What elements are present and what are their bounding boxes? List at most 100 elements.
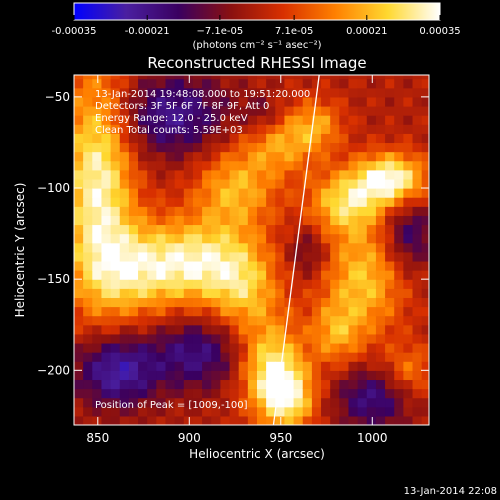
heatmap-cell (339, 142, 350, 153)
heatmap-cell (74, 397, 84, 408)
heatmap-cell (302, 169, 313, 180)
heatmap-cell (403, 215, 414, 226)
heatmap-cell (83, 75, 93, 80)
heatmap-cell (357, 197, 368, 207)
heatmap-cell (74, 133, 84, 144)
heatmap-cell (138, 160, 148, 171)
heatmap-cell (421, 142, 429, 153)
heatmap-cell (147, 297, 157, 308)
heatmap-cell (275, 115, 286, 125)
heatmap-cell (165, 160, 176, 171)
heatmap-cell (275, 151, 286, 162)
heatmap-cell (247, 352, 258, 362)
heatmap-cell (174, 251, 185, 262)
heatmap-cell (138, 124, 148, 134)
heatmap-cell (357, 260, 368, 271)
heatmap-cell (183, 233, 194, 244)
heatmap-cell (275, 224, 286, 235)
heatmap-cell (119, 124, 130, 134)
heatmap-cell (366, 370, 377, 381)
heatmap-cell (375, 169, 386, 180)
heatmap-cell (284, 306, 295, 317)
heatmap-cell (174, 388, 185, 399)
heatmap-cell (293, 87, 304, 98)
heatmap-cell (293, 260, 304, 271)
heatmap-cell (220, 242, 231, 253)
heatmap-cell (357, 342, 368, 353)
heatmap-cell (220, 87, 231, 98)
heatmap-cell (256, 105, 267, 116)
heatmap-cell (375, 151, 386, 162)
heatmap-cell (110, 333, 121, 344)
heatmap-cell (284, 96, 295, 107)
heatmap-cell (302, 96, 313, 107)
heatmap-cell (275, 415, 286, 425)
heatmap-cell (293, 75, 304, 80)
heatmap-cell (302, 142, 313, 153)
heatmap-cell (128, 270, 139, 280)
heatmap-cell (119, 206, 130, 216)
heatmap-cell (275, 160, 286, 171)
heatmap-cell (202, 288, 212, 298)
heatmap-cell (220, 133, 231, 144)
heatmap-cell (229, 197, 240, 207)
heatmap-cell (119, 251, 130, 262)
heatmap-cell (385, 197, 395, 207)
heatmap-cell (385, 242, 395, 253)
heatmap-cell (421, 251, 429, 262)
heatmap-cell (311, 251, 322, 262)
heatmap-cell (110, 370, 121, 381)
heatmap-cell (284, 288, 295, 298)
heatmap-cell (92, 133, 103, 144)
heatmap-cell (293, 352, 304, 362)
heatmap-cell (403, 151, 414, 162)
heatmap-cell (83, 160, 93, 171)
heatmap-cell (229, 270, 240, 280)
heatmap-cell (128, 169, 139, 180)
heatmap-cell (92, 197, 103, 207)
heatmap-cell (357, 315, 368, 326)
heatmap-cell (74, 87, 84, 98)
heatmap-cell (275, 142, 286, 153)
x-tick-label: 850 (86, 431, 109, 445)
colorbar-bar (73, 2, 441, 21)
heatmap-cell (220, 279, 231, 289)
heatmap-cell (101, 169, 112, 180)
colorbar-tick-label: −7.1e-05 (196, 26, 243, 37)
heatmap-cell (192, 260, 203, 271)
heatmap-cell (165, 397, 176, 408)
heatmap-cell (256, 279, 267, 289)
heatmap-cell (183, 197, 194, 207)
heatmap-cell (192, 379, 203, 390)
heatmap-cell (192, 352, 203, 362)
heatmap-cell (202, 242, 212, 253)
heatmap-cell (211, 260, 221, 271)
heatmap-cell (92, 324, 103, 335)
heatmap-cell (174, 315, 185, 326)
heatmap-cell (183, 224, 194, 235)
heatmap-cell (293, 142, 304, 153)
heatmap-cell (394, 224, 404, 235)
heatmap-cell (156, 342, 167, 353)
heatmap-cell (412, 333, 423, 344)
heatmap-cell (110, 197, 121, 207)
heatmap-cell (385, 169, 395, 180)
heatmap-cell (293, 379, 304, 390)
heatmap-cell (339, 133, 350, 144)
heatmap-cell (128, 251, 139, 262)
heatmap-cell (211, 388, 221, 399)
heatmap-cell (211, 75, 221, 80)
y-tick-label: −200 (37, 363, 70, 377)
heatmap-cell (174, 178, 185, 189)
heatmap-cell (321, 333, 331, 344)
heatmap-cell (220, 270, 231, 280)
heatmap-cell (321, 288, 331, 298)
heatmap-cell (174, 406, 185, 417)
heatmap-cell (211, 169, 221, 180)
heatmap-cell (92, 379, 103, 390)
heatmap-cell (74, 142, 84, 153)
heatmap-cell (339, 75, 350, 80)
heatmap-cell (348, 124, 359, 134)
heatmap-cell (302, 406, 313, 417)
heatmap-cell (275, 260, 286, 271)
